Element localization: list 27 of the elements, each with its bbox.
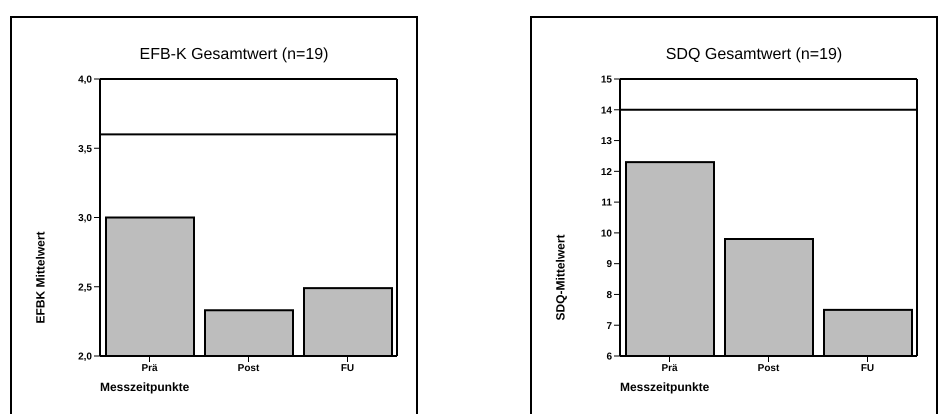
y-tick-label: 2,0 xyxy=(78,352,92,363)
y-tick-label: 15 xyxy=(600,74,612,86)
y-tick-label: 10 xyxy=(600,228,612,240)
x-axis-title: Messzeitpunkte xyxy=(620,380,710,394)
y-tick-label: 3,0 xyxy=(78,213,92,224)
chart-title: EFB-K Gesamtwert (n=19) xyxy=(138,46,330,64)
y-tick-label: 3,5 xyxy=(78,144,92,155)
x-tick-label: Post xyxy=(758,363,780,374)
y-tick-label: 8 xyxy=(606,290,612,301)
x-tick-label: FU xyxy=(860,363,874,374)
y-tick-label: 7 xyxy=(606,320,612,332)
x-tick-label: FU xyxy=(340,363,354,374)
x-tick-label: Post xyxy=(238,363,260,374)
y-tick-label: 11 xyxy=(601,198,612,209)
y-tick-label: 9 xyxy=(606,259,612,270)
chart-title: SDQ Gesamtwert (n=19) xyxy=(664,46,844,64)
y-tick-label: 13 xyxy=(600,136,612,148)
x-axis-title: Messzeitpunkte xyxy=(100,380,190,394)
x-tick-label: Prä xyxy=(661,363,678,374)
y-axis-title: SDQ-Mittelwert xyxy=(553,234,568,321)
y-tick-label: 14 xyxy=(600,105,612,116)
x-tick-label: Prä xyxy=(141,363,158,374)
y-tick-label: 12 xyxy=(600,166,612,178)
y-axis-title: EFBK Mittelwert xyxy=(33,231,48,324)
y-tick-label: 2,5 xyxy=(78,282,92,294)
y-tick-label: 4,0 xyxy=(78,74,92,86)
y-tick-label: 6 xyxy=(606,352,612,363)
